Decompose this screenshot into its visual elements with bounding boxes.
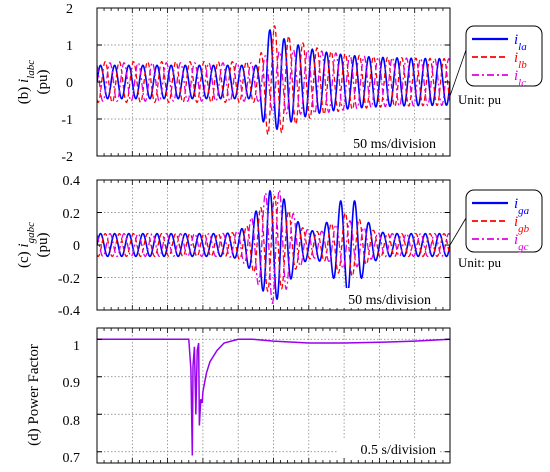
panel-d-traces <box>97 338 450 456</box>
panel-c-ylabel-unit: (pu) <box>35 233 51 258</box>
ytick-label: 0.2 <box>63 207 81 222</box>
panel-d: 1 0.9 0.8 0.7 (d) Power Factor 0.5 s/div… <box>26 327 451 466</box>
legend-label-ga: iga <box>514 196 530 217</box>
ytick-label: 0.9 <box>63 376 81 391</box>
panel-c-legend-connector <box>449 217 467 246</box>
series-line-power-factor <box>97 338 450 456</box>
ytick-label: -1 <box>61 113 73 128</box>
panel-b-unit-text: Unit: pu <box>458 92 501 107</box>
panel-d-annotation-bg <box>338 438 438 458</box>
ytick-label: 0 <box>73 239 80 254</box>
legend-label-gc-sub: gc <box>518 241 529 253</box>
legend-label-gb: igb <box>514 214 530 235</box>
legend-label-ga-var: i <box>514 196 518 212</box>
ytick-label: 1 <box>66 39 73 54</box>
legend-label-lb-var: i <box>514 50 518 66</box>
panel-c-ylabel-prefix: (c) <box>16 248 32 268</box>
ytick-label: -2 <box>61 150 73 165</box>
panel-b-ylabel-sub: labc <box>25 60 37 79</box>
panel-c-unit-text: Unit: pu <box>458 255 501 270</box>
panel-c-ylabel-sub: gabc <box>25 222 37 244</box>
panel-d-ticks <box>96 328 451 463</box>
legend-label-lc-sub: lc <box>518 77 526 89</box>
panel-b: 2 1 0 -1 -2 (b) ilabc (pu) 50 ms/divisio… <box>16 2 543 165</box>
panel-b-ticks <box>96 7 451 157</box>
series-line-lc <box>97 49 450 115</box>
legend-label-lc-var: i <box>514 68 518 84</box>
series-line-ga <box>97 189 450 301</box>
series-line-gb <box>97 195 450 293</box>
ytick-label: 0.4 <box>63 174 81 189</box>
legend-label-gb-sub: gb <box>518 223 530 235</box>
ytick-label: 0.8 <box>63 414 81 429</box>
panel-b-traces <box>97 25 450 136</box>
panel-b-annotation: 50 ms/division <box>353 137 436 152</box>
legend-label-gc-var: i <box>514 232 518 248</box>
panel-b-legend-box <box>465 25 543 87</box>
panel-d-grid <box>97 328 450 463</box>
series-line-lb <box>97 25 450 136</box>
ytick-label: 1 <box>73 339 80 354</box>
panel-c: 0.4 0.2 0 -0.2 -0.4 (c) igabc (pu) 50 ms… <box>16 174 543 319</box>
legend-label-lc: ilc <box>514 68 526 89</box>
panel-b-legend: ila ilb ilc Unit: pu <box>449 25 543 107</box>
panel-c-annotation: 50 ms/division <box>348 293 431 308</box>
panel-d-annotation: 0.5 s/division <box>361 443 436 458</box>
ytick-label: 0.7 <box>63 451 81 466</box>
panel-d-ytick-labels: 1 0.9 0.8 0.7 <box>63 339 81 466</box>
ytick-label: 0 <box>66 76 73 91</box>
panel-c-ylabel-var: i <box>16 243 32 247</box>
panel-c-legend: iga igb igc Unit: pu <box>449 189 543 270</box>
panel-c-traces <box>97 188 450 305</box>
legend-label-lb: ilb <box>514 50 527 71</box>
panel-c-ytick-labels: 0.4 0.2 0 -0.2 -0.4 <box>58 174 80 319</box>
series-line-la <box>97 28 450 131</box>
legend-label-lb-sub: lb <box>518 59 527 71</box>
series-line-gc <box>97 188 450 305</box>
legend-label-la-var: i <box>514 32 518 48</box>
legend-label-gc: igc <box>514 232 529 253</box>
legend-label-ga-sub: ga <box>518 205 530 217</box>
legend-label-gb-var: i <box>514 214 518 230</box>
panel-d-ylabel: (d) Power Factor <box>26 344 42 446</box>
ytick-label: -0.4 <box>58 304 80 319</box>
panel-b-ylabel-var: i <box>16 79 32 83</box>
panel-b-ylabel-prefix: (b) <box>16 83 32 104</box>
panel-b-ytick-labels: 2 1 0 -1 -2 <box>61 2 73 165</box>
panel-b-annotation-bg <box>333 132 437 152</box>
panel-b-ylabel: (b) ilabc <box>16 60 37 104</box>
ytick-label: 2 <box>66 2 73 17</box>
legend-label-la-sub: la <box>518 41 527 53</box>
ytick-label: -0.2 <box>58 272 80 287</box>
panel-b-ylabel-unit: (pu) <box>35 70 51 95</box>
panel-b-legend-connector <box>449 49 467 97</box>
panel-c-annotation-bg <box>328 288 432 308</box>
panel-c-ylabel: (c) igabc <box>16 222 37 268</box>
legend-label-la: ila <box>514 32 527 53</box>
